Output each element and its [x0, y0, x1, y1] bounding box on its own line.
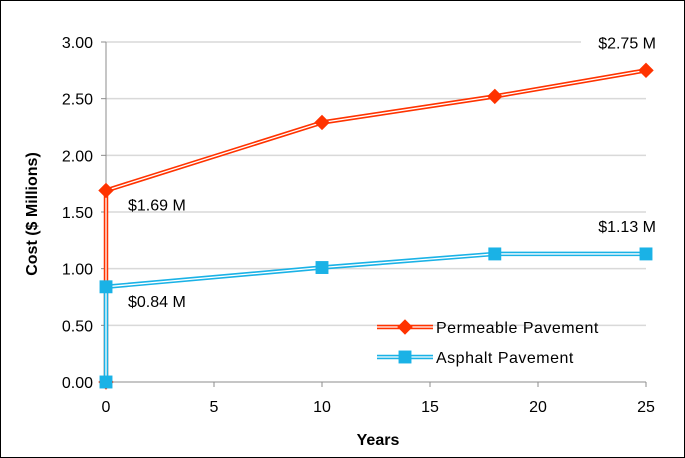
- y-tick-label: 0.00: [62, 375, 93, 392]
- data-label-bg: [581, 215, 659, 236]
- x-tick-label: 5: [210, 399, 219, 416]
- data-point: [639, 247, 653, 261]
- x-tick-label: 0: [102, 399, 111, 416]
- data-label: $1.69 M: [128, 197, 186, 214]
- data-point: [488, 247, 502, 261]
- x-tick-label: 10: [313, 399, 331, 416]
- legend-marker: [397, 319, 413, 335]
- data-label-bg: [581, 32, 659, 53]
- series-1: [99, 247, 653, 389]
- data-point: [487, 88, 503, 105]
- y-tick-label: 1.50: [62, 205, 93, 222]
- data-point: [638, 62, 654, 79]
- y-tick-label: 2.50: [62, 92, 93, 109]
- x-tick-label: 25: [637, 399, 655, 416]
- legend-marker: [398, 350, 412, 364]
- y-tick-label: 3.00: [62, 35, 93, 52]
- legend-label: Permeable Pavement: [436, 320, 599, 337]
- annotations: $2.75 M $1.69 M $1.13 M $0.84 M: [128, 32, 659, 311]
- data-point: [314, 114, 330, 131]
- legend: Permeable Pavement Asphalt Pavement: [377, 319, 599, 367]
- y-axis-title: Cost ($ Millions): [24, 152, 41, 276]
- data-label: $1.13 M: [598, 219, 656, 236]
- series-0: [98, 62, 654, 390]
- data-point: [99, 280, 113, 294]
- data-label: $0.84 M: [128, 294, 186, 311]
- gridlines: [106, 41, 646, 327]
- x-tick-label: 15: [421, 399, 439, 416]
- legend-item-0: Permeable Pavement: [377, 319, 599, 337]
- x-axis-title: Years: [357, 432, 400, 449]
- y-tick-label: 0.50: [62, 318, 93, 335]
- y-tick-label: 2.00: [62, 148, 93, 165]
- legend-label: Asphalt Pavement: [436, 350, 574, 367]
- x-tick-labels: 0 5 10 15 20 25: [102, 399, 655, 416]
- legend-item-1: Asphalt Pavement: [377, 350, 574, 367]
- y-tick-label: 1.00: [62, 262, 93, 279]
- data-point: [315, 261, 329, 274]
- y-tick-labels: 0.00 0.50 1.00 1.50 2.00 2.50 3.00: [62, 35, 93, 392]
- data-point: [99, 375, 113, 389]
- data-label: $2.75 M: [598, 35, 656, 52]
- data-point: [98, 182, 114, 199]
- x-tick-label: 20: [529, 399, 547, 416]
- series-layer: [98, 62, 654, 390]
